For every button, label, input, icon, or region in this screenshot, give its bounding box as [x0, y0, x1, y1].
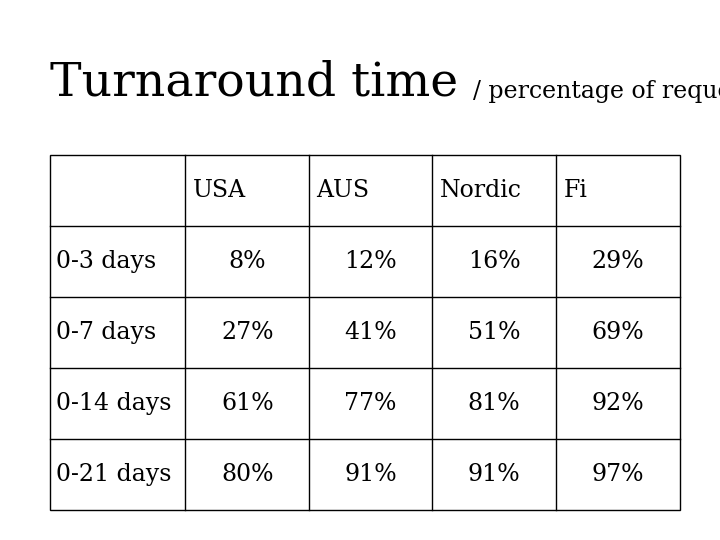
Text: 29%: 29% [591, 250, 644, 273]
Text: USA: USA [193, 179, 246, 202]
Text: 51%: 51% [468, 321, 521, 344]
Text: 61%: 61% [221, 392, 274, 415]
Text: 81%: 81% [468, 392, 521, 415]
Text: AUS: AUS [317, 179, 369, 202]
Text: Fi: Fi [564, 179, 588, 202]
Text: 27%: 27% [221, 321, 274, 344]
Text: 91%: 91% [468, 463, 521, 486]
Text: 0-21 days: 0-21 days [56, 463, 172, 486]
Text: Turnaround time: Turnaround time [50, 60, 473, 105]
Text: 0-14 days: 0-14 days [56, 392, 172, 415]
Text: Nordic: Nordic [440, 179, 522, 202]
Text: 8%: 8% [228, 250, 266, 273]
Text: 0-3 days: 0-3 days [56, 250, 156, 273]
Text: 12%: 12% [344, 250, 397, 273]
Text: 91%: 91% [344, 463, 397, 486]
Text: 0-7 days: 0-7 days [56, 321, 156, 344]
Text: 41%: 41% [344, 321, 397, 344]
Text: 77%: 77% [344, 392, 397, 415]
Text: 97%: 97% [591, 463, 644, 486]
Text: 80%: 80% [221, 463, 274, 486]
Text: 92%: 92% [591, 392, 644, 415]
Text: 16%: 16% [468, 250, 521, 273]
Text: 69%: 69% [591, 321, 644, 344]
Text: / percentage of requests: / percentage of requests [473, 79, 720, 103]
